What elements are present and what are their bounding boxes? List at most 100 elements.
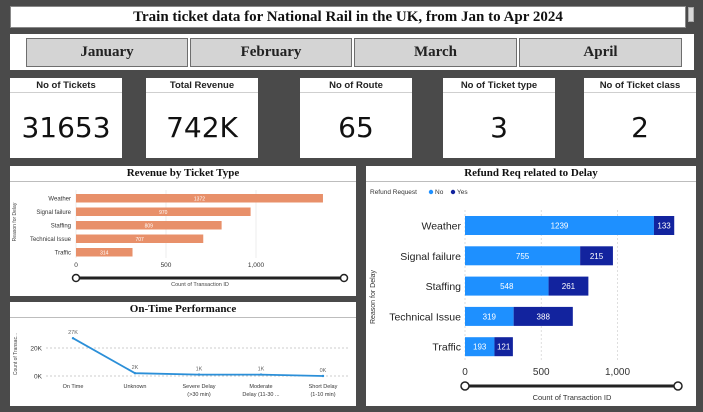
data-label-no: 755	[516, 252, 530, 261]
legend-marker-yes	[450, 189, 456, 195]
x-axis-label: Count of Transaction ID	[533, 393, 612, 402]
y-tick-label: Weather	[48, 197, 71, 203]
data-label: 1K	[196, 367, 203, 373]
ontime-chart-panel: On-Time Performance Count of Transac... 0…	[10, 302, 356, 406]
data-label-no: 1239	[551, 222, 569, 231]
month-button-march[interactable]: March	[354, 38, 517, 67]
kpi-value: 3	[490, 111, 508, 144]
y-tick-label: Staffing	[51, 224, 71, 230]
kpi-label: No of Route	[329, 80, 383, 91]
data-label-no: 319	[483, 312, 497, 321]
data-point	[321, 374, 325, 378]
kpi-value: 2	[631, 111, 649, 144]
refund-chart: Refund Request No Yes Reason for Delay 0 500 1…	[370, 189, 683, 402]
data-label-no: 548	[500, 282, 514, 291]
y-tick-label: Staffing	[426, 281, 462, 293]
kpi-card-ticket-classes: No of Ticket class 2	[584, 78, 696, 158]
kpi-divider	[443, 92, 555, 93]
x-tick-label: 500	[161, 262, 172, 269]
kpi-card-ticket-types: No of Ticket type 3	[443, 78, 555, 158]
x-tick-label: 0	[74, 262, 78, 269]
data-label: 707	[135, 237, 144, 243]
bar	[76, 194, 323, 203]
x-tick-label: Moderate	[249, 384, 272, 390]
scrollbar-handle-left[interactable]	[460, 381, 470, 391]
bar-yes	[580, 246, 613, 266]
data-label-yes: 121	[497, 343, 511, 352]
x-tick-label: 1,000	[605, 367, 630, 378]
month-button-april[interactable]: April	[519, 38, 682, 67]
bar-yes	[494, 337, 513, 357]
kpi-label: No of Ticket type	[460, 80, 538, 91]
kpi-value: 742K	[166, 111, 238, 144]
bar-yes	[513, 306, 573, 326]
panel-divider	[10, 181, 356, 182]
kpi-divider	[584, 92, 696, 93]
x-tick-label: On Time	[63, 384, 84, 390]
data-point	[197, 373, 201, 376]
chart-title: Revenue by Ticket Type	[126, 167, 240, 179]
x-axis-label: Count of Transaction ID	[171, 282, 229, 288]
bar	[76, 221, 222, 230]
x-tick-label: (1-10 min)	[310, 392, 335, 398]
x-tick-label: Unknown	[124, 384, 147, 390]
data-label-yes: 133	[657, 222, 671, 231]
month-button-february[interactable]: February	[190, 38, 352, 67]
legend-title: Refund Request	[370, 189, 417, 196]
y-tick-label: Technical Issue	[30, 237, 72, 243]
y-tick-label: 0K	[34, 374, 43, 381]
x-tick-label: 500	[533, 367, 550, 378]
y-tick-label: Signal failure	[36, 210, 71, 216]
data-label: 27K	[68, 330, 78, 336]
panel-divider	[366, 181, 696, 182]
kpi-divider	[10, 92, 122, 93]
y-tick-label: Technical Issue	[389, 311, 461, 323]
scrollbar-handle-right[interactable]	[673, 381, 683, 391]
x-tick-label: Short Delay	[309, 384, 338, 390]
bar	[76, 234, 204, 243]
data-point	[133, 372, 137, 375]
page-title: Train ticket data for National Rail in t…	[10, 6, 686, 28]
y-tick-label: Weather	[422, 221, 462, 233]
y-axis-label: Count of Transac...	[13, 333, 19, 375]
kpi-value: 31653	[21, 111, 111, 144]
data-label: 2K	[132, 365, 139, 371]
kpi-label: Total Revenue	[169, 80, 235, 91]
bar-no	[465, 276, 549, 296]
legend-label-yes: Yes	[457, 189, 468, 196]
bar-yes	[548, 276, 589, 296]
chart-title: On-Time Performance	[129, 303, 237, 315]
data-label: 970	[159, 210, 168, 216]
kpi-card-routes: No of Route 65	[300, 78, 412, 158]
y-tick-label: Traffic	[55, 251, 71, 257]
revenue-chart: Reason for Delay 0 500 1,000 Weather 1372 Sign…	[12, 190, 349, 288]
kpi-card-revenue: Total Revenue 742K	[146, 78, 258, 158]
kpi-divider	[146, 92, 258, 93]
chart-title: Refund Req related to Delay	[464, 167, 598, 179]
scrollbar-handle[interactable]	[688, 7, 694, 22]
kpi-divider	[300, 92, 412, 93]
bar	[76, 207, 251, 216]
refund-chart-panel: Refund Req related to Delay Refund Reque…	[366, 166, 696, 406]
kpi-label: No of Ticket class	[599, 80, 681, 91]
legend-marker-no	[428, 189, 434, 195]
data-point	[259, 373, 263, 376]
revenue-chart-panel: Revenue by Ticket Type Reason for Delay 0…	[10, 166, 356, 296]
month-button-january[interactable]: January	[26, 38, 188, 67]
x-tick-label: (>30 min)	[187, 392, 211, 398]
scrollbar-handle-right[interactable]	[339, 273, 349, 283]
y-axis-label: Reason for Delay	[370, 269, 377, 324]
data-label: 314	[100, 251, 109, 257]
bar-no	[465, 337, 495, 357]
data-point	[71, 337, 75, 340]
bar	[76, 248, 133, 257]
bar-no	[465, 306, 514, 326]
bar-no	[465, 246, 581, 266]
data-label: 1372	[194, 197, 205, 203]
x-tick-label: 1,000	[248, 262, 265, 269]
data-label-yes: 388	[537, 312, 551, 321]
y-axis-label: Reason for Delay	[12, 202, 18, 241]
scrollbar-handle-left[interactable]	[71, 273, 81, 283]
ontime-chart: Count of Transac... 0K 20K 27K On Time 2K Unkn…	[13, 330, 350, 398]
x-tick-label: Severe Delay	[182, 384, 215, 390]
